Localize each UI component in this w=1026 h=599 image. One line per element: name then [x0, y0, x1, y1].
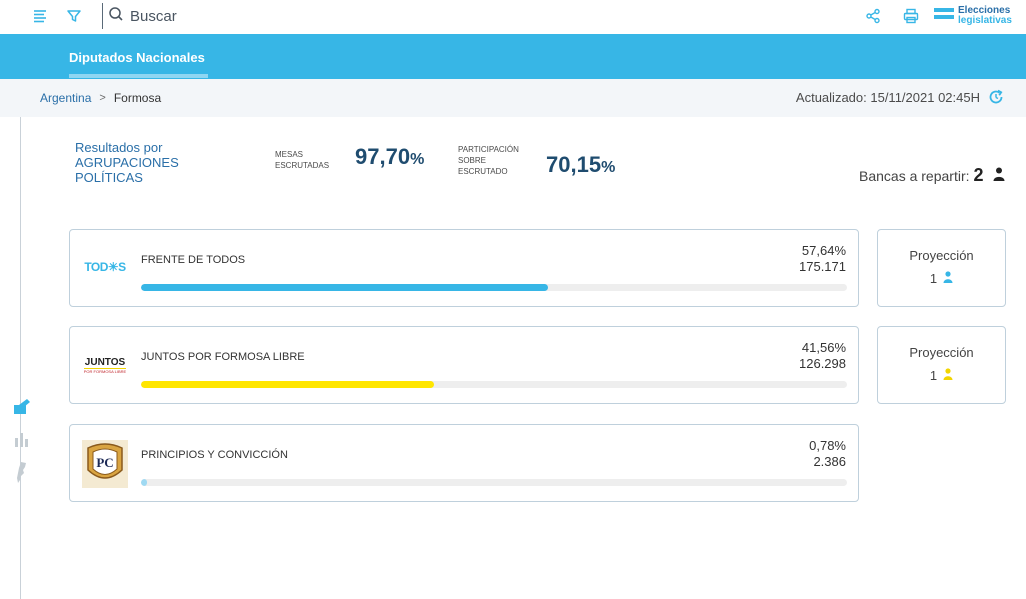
- party-card-juntos-por-formosa-libre[interactable]: JUNTOS POR FORMOSA LIBRE JUNTOS POR FORM…: [69, 326, 859, 404]
- projection-seats: 1: [929, 368, 938, 383]
- results-title-line3: POLÍTICAS: [75, 170, 143, 185]
- mesas-label: MESAS ESCRUTADAS: [275, 150, 330, 170]
- print-icon[interactable]: [899, 5, 923, 27]
- party-votes: 175.171: [799, 259, 846, 274]
- progress-track: [141, 381, 847, 388]
- progress-fill: [141, 381, 435, 388]
- breadcrumb-separator: >: [99, 92, 106, 104]
- search-icon: [108, 6, 124, 27]
- person-icon: [993, 167, 1005, 184]
- updated-timestamp: Actualizado: 15/11/2021 02:45H: [795, 90, 980, 105]
- progress-fill: [141, 479, 148, 486]
- svg-text:PC: PC: [96, 455, 113, 470]
- divider: [102, 3, 103, 29]
- search-input[interactable]: [130, 7, 490, 25]
- party-percentage: 41,56%: [801, 340, 846, 355]
- results-title-line1: Resultados por: [75, 140, 163, 155]
- brand-line2: legislativas: [958, 15, 1012, 26]
- seats-count: 2: [973, 165, 984, 185]
- seats-to-distribute: Bancas a repartir: 2: [859, 165, 1005, 186]
- share-icon[interactable]: [861, 5, 885, 27]
- refresh-icon[interactable]: [987, 88, 1005, 111]
- party-percentage: 57,64%: [801, 243, 846, 258]
- person-icon: [943, 368, 953, 383]
- person-icon: [943, 271, 953, 286]
- side-rail: [20, 117, 21, 599]
- projection-label: Proyección: [909, 345, 974, 360]
- projection-card-juntos: Proyección 1: [877, 326, 1006, 404]
- participacion-label: PARTICIPACIÓN SOBRE ESCRUTADO: [458, 145, 519, 176]
- brand-line1: Elecciones: [958, 5, 1011, 16]
- menu-icon[interactable]: [28, 5, 52, 27]
- party-card-frente-de-todos[interactable]: TOD☀S FRENTE DE TODOS 57,64% 175.171: [69, 229, 859, 307]
- active-tab-indicator: [69, 74, 208, 78]
- party-logo-frente-de-todos: TOD☀S: [84, 260, 126, 274]
- progress-fill: [141, 284, 548, 291]
- party-votes: 2.386: [813, 454, 846, 469]
- party-votes: 126.298: [799, 356, 846, 371]
- projection-card-frente-de-todos: Proyección 1: [877, 229, 1006, 307]
- party-name: FRENTE DE TODOS: [141, 254, 246, 266]
- breadcrumb: Argentina > Formosa: [40, 91, 161, 105]
- participacion-value: 70,15%: [546, 152, 616, 177]
- breadcrumb-argentina[interactable]: Argentina: [40, 91, 92, 105]
- party-name: PRINCIPIOS Y CONVICCIÓN: [141, 449, 288, 461]
- tab-bar: Diputados Nacionales: [0, 34, 1026, 79]
- vote-icon[interactable]: [12, 396, 32, 416]
- results-title: Resultados por AGRUPACIONES POLÍTICAS: [75, 140, 179, 185]
- party-name: JUNTOS POR FORMOSA LIBRE: [141, 351, 305, 363]
- party-logo-juntos: JUNTOS POR FORMOSA LIBRE: [83, 357, 127, 374]
- party-logo-pc: PC: [82, 440, 128, 488]
- party-card-principios-y-conviccion[interactable]: PC PRINCIPIOS Y CONVICCIÓN 0,78% 2.386: [69, 424, 859, 502]
- results-title-line2: AGRUPACIONES: [75, 155, 179, 170]
- mesas-value: 97,70%: [355, 144, 425, 169]
- brand-mark: [934, 8, 954, 19]
- party-percentage: 0,78%: [809, 438, 846, 453]
- filter-icon[interactable]: [62, 5, 86, 27]
- projection-label: Proyección: [909, 248, 974, 263]
- projection-seats: 1: [929, 271, 938, 286]
- search-box[interactable]: [108, 3, 508, 29]
- top-bar: Elecciones legislativas: [0, 0, 1026, 34]
- brand-logo: Elecciones legislativas: [934, 6, 1012, 26]
- breadcrumb-formosa: Formosa: [113, 91, 162, 105]
- breadcrumb-bar: Argentina > Formosa Actualizado: 15/11/2…: [0, 79, 1026, 117]
- progress-track: [141, 479, 847, 486]
- bar-chart-icon[interactable]: [12, 429, 32, 449]
- seats-label: Bancas a repartir:: [859, 167, 970, 184]
- tab-diputados-nacionales[interactable]: Diputados Nacionales: [69, 50, 205, 65]
- map-icon[interactable]: [12, 461, 32, 483]
- progress-track: [141, 284, 847, 291]
